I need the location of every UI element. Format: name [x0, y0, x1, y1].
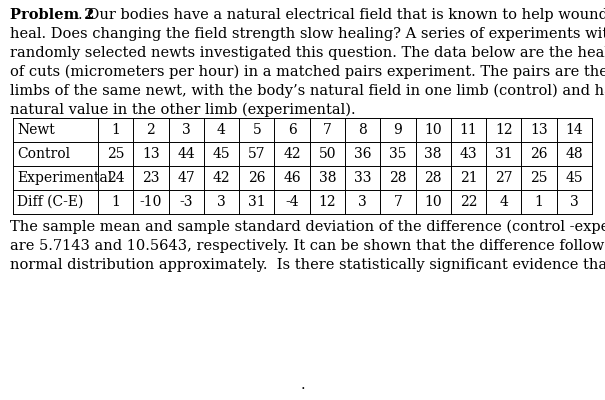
- Text: 26: 26: [248, 171, 266, 185]
- Text: 24: 24: [107, 171, 125, 185]
- Text: -4: -4: [286, 195, 299, 209]
- Text: 3: 3: [570, 195, 579, 209]
- Text: .: .: [300, 378, 305, 392]
- Text: 25: 25: [107, 147, 125, 161]
- Text: 22: 22: [460, 195, 477, 209]
- Text: 13: 13: [530, 123, 548, 137]
- Text: 8: 8: [358, 123, 367, 137]
- Text: 9: 9: [394, 123, 402, 137]
- Text: 44: 44: [177, 147, 195, 161]
- Text: Problem 2: Problem 2: [10, 8, 94, 22]
- Text: Experimental: Experimental: [17, 171, 113, 185]
- Text: 23: 23: [142, 171, 160, 185]
- Text: 36: 36: [354, 147, 371, 161]
- Text: 3: 3: [217, 195, 226, 209]
- Text: 10: 10: [424, 195, 442, 209]
- Text: -10: -10: [140, 195, 162, 209]
- Text: -3: -3: [180, 195, 193, 209]
- Text: 31: 31: [248, 195, 266, 209]
- Text: 14: 14: [566, 123, 583, 137]
- Text: normal distribution approximately.  Is there statistically significant evidence : normal distribution approximately. Is th…: [10, 258, 605, 272]
- Text: 13: 13: [142, 147, 160, 161]
- Text: 12: 12: [319, 195, 336, 209]
- Text: 42: 42: [213, 171, 231, 185]
- Text: 11: 11: [460, 123, 477, 137]
- Text: 2: 2: [146, 123, 155, 137]
- Text: 38: 38: [319, 171, 336, 185]
- Text: 3: 3: [182, 123, 191, 137]
- Text: 1: 1: [535, 195, 543, 209]
- Text: 3: 3: [358, 195, 367, 209]
- Text: 28: 28: [389, 171, 407, 185]
- Text: 48: 48: [566, 147, 583, 161]
- Text: are 5.7143 and 10.5643, respectively. It can be shown that the difference follow: are 5.7143 and 10.5643, respectively. It…: [10, 239, 605, 253]
- Text: 45: 45: [213, 147, 231, 161]
- Text: The sample mean and sample standard deviation of the difference (control -experi: The sample mean and sample standard devi…: [10, 220, 605, 234]
- Text: 43: 43: [460, 147, 477, 161]
- Text: 1: 1: [111, 123, 120, 137]
- Text: 31: 31: [495, 147, 512, 161]
- Text: natural value in the other limb (experimental).: natural value in the other limb (experim…: [10, 103, 356, 117]
- Text: Diff (C-E): Diff (C-E): [17, 195, 83, 209]
- Text: 42: 42: [283, 147, 301, 161]
- Text: 12: 12: [495, 123, 512, 137]
- Text: 38: 38: [425, 147, 442, 161]
- Text: 5: 5: [252, 123, 261, 137]
- Text: 26: 26: [531, 147, 548, 161]
- Text: 4: 4: [499, 195, 508, 209]
- Text: 28: 28: [425, 171, 442, 185]
- Text: . Our bodies have a natural electrical field that is known to help wounds: . Our bodies have a natural electrical f…: [78, 8, 605, 22]
- Text: 1: 1: [111, 195, 120, 209]
- Text: 35: 35: [389, 147, 407, 161]
- Text: Newt: Newt: [17, 123, 54, 137]
- Text: heal. Does changing the field strength slow healing? A series of experiments wit: heal. Does changing the field strength s…: [10, 27, 605, 41]
- Text: 25: 25: [531, 171, 548, 185]
- Text: 45: 45: [566, 171, 583, 185]
- Text: randomly selected newts investigated this question. The data below are the heali: randomly selected newts investigated thi…: [10, 46, 605, 60]
- Text: limbs of the same newt, with the body’s natural field in one limb (control) and : limbs of the same newt, with the body’s …: [10, 84, 605, 98]
- Text: 6: 6: [288, 123, 296, 137]
- Text: of cuts (micrometers per hour) in a matched pairs experiment. The pairs are the : of cuts (micrometers per hour) in a matc…: [10, 65, 605, 79]
- Text: 4: 4: [217, 123, 226, 137]
- Text: 57: 57: [248, 147, 266, 161]
- Text: 21: 21: [460, 171, 477, 185]
- Text: 27: 27: [495, 171, 512, 185]
- Text: 50: 50: [319, 147, 336, 161]
- Text: 10: 10: [424, 123, 442, 137]
- Text: 33: 33: [354, 171, 371, 185]
- Text: 7: 7: [393, 195, 402, 209]
- Text: 7: 7: [323, 123, 332, 137]
- Text: 46: 46: [283, 171, 301, 185]
- Text: 47: 47: [177, 171, 195, 185]
- Text: Control: Control: [17, 147, 70, 161]
